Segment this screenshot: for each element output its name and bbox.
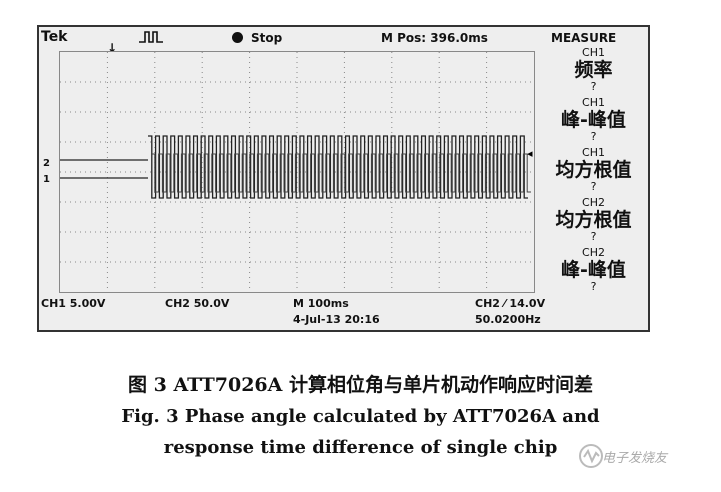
- trigger-position-icon: ↓: [107, 41, 118, 55]
- measure-item-2[interactable]: CH1 峰-峰值 ?: [539, 97, 648, 143]
- measure-item-value: ?: [590, 130, 597, 143]
- measure-item-value: ?: [590, 230, 597, 243]
- ch2-waveform: [148, 135, 528, 199]
- trigger-readout: CH2 ⁄ 14.0V: [475, 297, 546, 310]
- measure-item-value: ?: [590, 180, 597, 193]
- watermark-text: 电子发烧友: [602, 451, 668, 466]
- measure-item-5[interactable]: CH2 峰-峰值 ?: [539, 247, 648, 293]
- measure-item-name: 均方根值: [555, 209, 632, 231]
- measure-item-value: ?: [590, 280, 597, 293]
- ch1-waveform: [151, 153, 531, 193]
- stop-status-icon: [232, 32, 243, 43]
- waveform-graticule: [59, 51, 535, 293]
- main-position-readout: M Pos: 396.0ms: [381, 31, 488, 45]
- figure-caption-english-line2: response time difference of single chip: [163, 437, 558, 458]
- acquisition-status: Stop: [251, 31, 283, 45]
- timebase-readout: M 100ms: [293, 297, 349, 310]
- measure-item-3[interactable]: CH1 均方根值 ?: [539, 147, 648, 193]
- frequency-readout: 50.0200Hz: [475, 313, 541, 326]
- measure-item-4[interactable]: CH2 均方根值 ?: [539, 197, 648, 243]
- measure-item-channel: CH2: [582, 196, 605, 209]
- scope-bottombar: CH1 5.00V CH2 50.0V M 100ms 4-Jul-13 20:…: [39, 295, 648, 331]
- watermark-logo-icon: [579, 444, 603, 468]
- measure-item-channel: CH2: [582, 246, 605, 259]
- figure-caption-chinese: 图 3 ATT7026A 计算相位角与单片机动作响应时间差: [128, 374, 593, 396]
- measure-panel: CH1 频率 ? CH1 峰-峰值 ? CH1 均方根值 ? CH2 均方根值 …: [539, 47, 648, 297]
- oscilloscope-screen: Tek Stop M Pos: 396.0ms MEASURE ↓ 2 1 ◂ …: [37, 25, 650, 332]
- measure-item-channel: CH1: [582, 96, 605, 109]
- brand-label: Tek: [41, 29, 68, 45]
- trigger-waveform-icon: [139, 31, 163, 43]
- measure-item-channel: CH1: [582, 46, 605, 59]
- ch1-level-marker: 1: [43, 174, 50, 185]
- measure-item-1[interactable]: CH1 频率 ?: [539, 47, 648, 93]
- measure-item-name: 均方根值: [555, 159, 632, 181]
- graticule-svg: [60, 52, 534, 292]
- scope-topbar: Tek Stop M Pos: 396.0ms MEASURE: [39, 27, 648, 49]
- measure-menu-title: MEASURE: [551, 31, 617, 45]
- trigger-level-icon: ◂: [527, 147, 533, 160]
- measure-item-channel: CH1: [582, 146, 605, 159]
- ch2-scale-readout: CH2 50.0V: [165, 297, 230, 310]
- measure-item-value: ?: [590, 80, 597, 93]
- figure-caption-english-line1: Fig. 3 Phase angle calculated by ATT7026…: [121, 406, 600, 427]
- measure-item-name: 频率: [574, 59, 613, 81]
- date-time-readout: 4-Jul-13 20:16: [293, 313, 380, 326]
- ch2-level-marker: 2: [43, 158, 50, 169]
- ch1-scale-readout: CH1 5.00V: [41, 297, 106, 310]
- measure-item-name: 峰-峰值: [561, 109, 626, 131]
- measure-item-name: 峰-峰值: [561, 259, 626, 281]
